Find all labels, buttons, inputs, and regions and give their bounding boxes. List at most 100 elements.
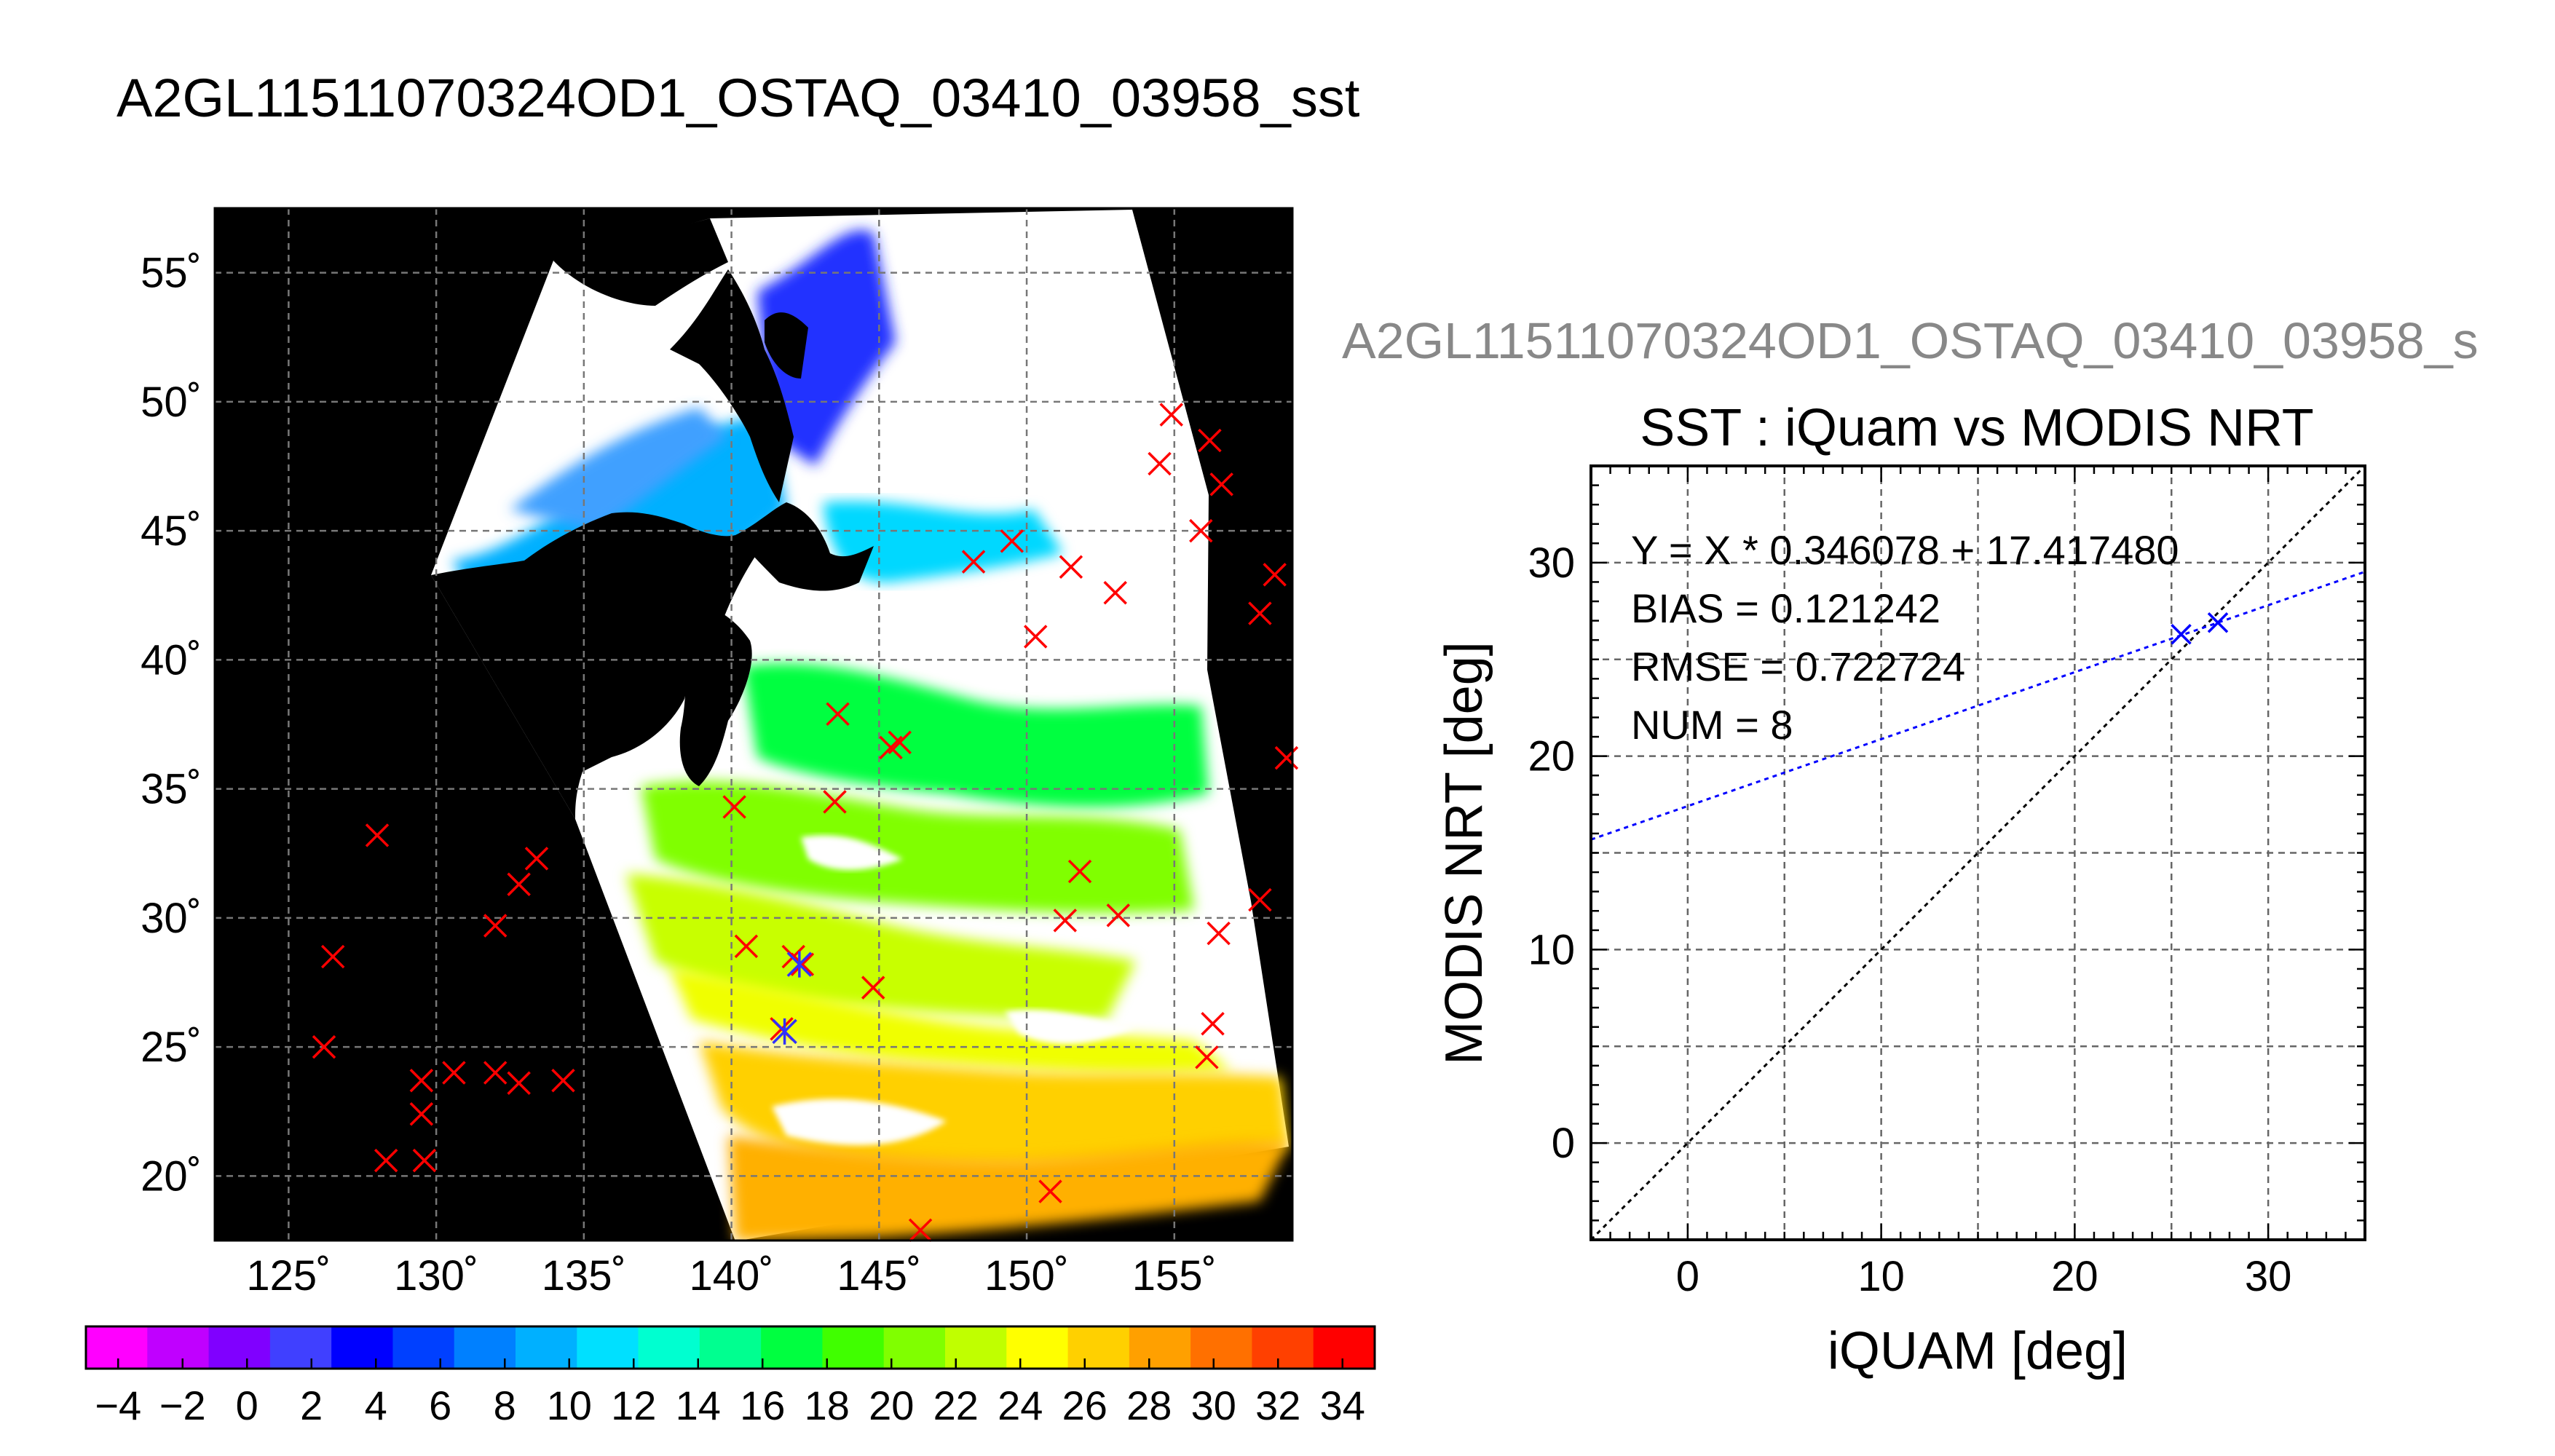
match-marker xyxy=(1248,887,1272,912)
match-marker xyxy=(826,702,850,727)
colorbar-tick-label: 16 xyxy=(740,1382,785,1428)
match-marker xyxy=(823,790,847,814)
map-frame xyxy=(213,207,1294,1242)
colorbar-cell xyxy=(1129,1326,1191,1369)
match-marker xyxy=(1209,472,1233,496)
match-marker xyxy=(1195,1045,1219,1069)
match-marker xyxy=(1067,859,1092,884)
map-y-tick-label: 35˚ xyxy=(141,766,202,813)
scatter-minor-ticks xyxy=(1590,464,2366,1241)
map-y-tick-label: 40˚ xyxy=(141,636,202,684)
colorbar-tick-label: −2 xyxy=(159,1382,206,1428)
colorbar-tick-label: 10 xyxy=(547,1382,592,1428)
colorbar-cell xyxy=(822,1326,885,1369)
match-marker xyxy=(409,1102,434,1126)
map-x-tick-label: 125˚ xyxy=(246,1252,331,1299)
scatter-x-label: iQUAM [deg] xyxy=(1828,1322,2128,1380)
colorbar-cell xyxy=(516,1326,577,1369)
map-x-tick-labels: 125˚ 130˚ 135˚ 140˚ 145˚ 150˚ 155˚ xyxy=(246,1252,1217,1299)
colorbar-cell xyxy=(208,1326,271,1369)
colorbar-tick-label: 18 xyxy=(805,1382,850,1428)
colorbar-tick-label: 20 xyxy=(869,1382,914,1428)
colorbar-tick-label: 30 xyxy=(1191,1382,1236,1428)
scatter-point xyxy=(2207,612,2229,633)
scatter-x-tick-label: 10 xyxy=(1857,1253,1905,1300)
scatter-point xyxy=(2171,623,2192,645)
scatter-x-tick-labels: 0 10 20 30 xyxy=(1676,1253,2292,1300)
colorbar-frame xyxy=(84,1325,1376,1370)
scatter-file-title: A2GL11511070324OD1_OSTAQ_03410_03958_s xyxy=(1342,312,2479,369)
colorbar-cell xyxy=(392,1326,455,1369)
map-y-tick-label: 30˚ xyxy=(141,895,202,942)
map-x-tick-label: 135˚ xyxy=(542,1252,626,1299)
colorbar-tick-labels: −4 −2 0 2 4 6 8 10 12 14 16 18 20 22 24 26 28 30 32 34 xyxy=(95,1358,1365,1428)
map-y-tick-label: 50˚ xyxy=(141,379,202,426)
match-marker xyxy=(409,1068,434,1093)
land-masses xyxy=(431,218,874,819)
match-marker xyxy=(1207,921,1231,946)
scatter-y-tick-label: 20 xyxy=(1528,733,1575,780)
highlight-marker xyxy=(786,951,813,978)
colorbar-cell xyxy=(269,1326,332,1369)
scatter-annotation: NUM = 8 xyxy=(1631,702,1793,748)
map-y-tick-label: 45˚ xyxy=(141,507,202,555)
scatter-x-tick-label: 20 xyxy=(2051,1253,2098,1300)
colorbar-cell xyxy=(1067,1326,1130,1369)
match-marker xyxy=(483,1061,508,1085)
scatter-x-tick-label: 0 xyxy=(1676,1253,1699,1300)
colorbar-tick-label: 14 xyxy=(676,1382,721,1428)
scatter-panel: 0 10 20 30 0 10 20 30 Y = X * 0.346078 + 17.41… xyxy=(1435,464,2366,1380)
match-marker xyxy=(1059,555,1083,579)
match-marker xyxy=(1038,1179,1062,1203)
scatter-y-tick-label: 30 xyxy=(1528,539,1575,587)
map-y-tick-label: 20˚ xyxy=(141,1152,202,1200)
scatter-x-tick-label: 30 xyxy=(2245,1253,2292,1300)
match-marker xyxy=(374,1148,398,1173)
match-marker xyxy=(1023,625,1048,649)
map-y-tick-label: 55˚ xyxy=(141,250,202,297)
scatter-y-label: MODIS NRT [deg] xyxy=(1435,641,1493,1065)
colorbar-cell xyxy=(86,1326,148,1369)
map-x-tick-label: 130˚ xyxy=(394,1252,478,1299)
colorbar-tick-label: 34 xyxy=(1320,1382,1365,1428)
match-marker xyxy=(888,730,912,755)
map-grid xyxy=(215,208,1292,1241)
colorbar-cell xyxy=(1190,1326,1252,1369)
colorbar-cell xyxy=(147,1326,210,1369)
colorbar-cell xyxy=(454,1326,516,1369)
colorbar-tick-label: 22 xyxy=(933,1382,979,1428)
colorbar-cell xyxy=(638,1326,700,1369)
scatter-annotations: Y = X * 0.346078 + 17.417480 BIAS = 0.121… xyxy=(1631,527,2179,748)
colorbar-cell xyxy=(577,1326,639,1369)
match-marker xyxy=(908,1218,933,1243)
regression-line xyxy=(1591,570,2365,841)
scatter-points xyxy=(2171,612,2229,645)
colorbar-tick-label: −4 xyxy=(95,1382,141,1428)
match-marker xyxy=(551,1068,575,1093)
colorbar-cell xyxy=(699,1326,762,1369)
match-marker xyxy=(412,1148,437,1173)
match-marker xyxy=(1248,601,1272,625)
colorbar-cell xyxy=(945,1326,1007,1369)
colorbar-tick-label: 8 xyxy=(494,1382,516,1428)
match-marker xyxy=(1263,563,1287,587)
colorbar-cell xyxy=(761,1326,823,1369)
map-x-tick-label: 155˚ xyxy=(1132,1252,1217,1299)
colorbar-tick-label: 2 xyxy=(300,1382,323,1428)
match-marker xyxy=(320,944,345,969)
sst-field xyxy=(451,230,1289,1241)
match-marker xyxy=(1053,909,1078,933)
match-marker xyxy=(1106,903,1131,927)
colorbar-tick-label: 12 xyxy=(611,1382,656,1428)
map-x-tick-label: 140˚ xyxy=(690,1252,774,1299)
map-y-tick-label: 25˚ xyxy=(141,1024,202,1071)
match-marker xyxy=(1198,428,1222,453)
scatter-grid xyxy=(1591,466,2365,1240)
match-marker xyxy=(734,934,759,959)
scatter-title: SST : iQuam vs MODIS NRT xyxy=(1640,399,2314,457)
colorbar-tick-label: 6 xyxy=(429,1382,451,1428)
colorbar-tick-label: 4 xyxy=(365,1382,387,1428)
match-marker xyxy=(1189,518,1213,543)
colorbar-cell xyxy=(331,1326,393,1369)
